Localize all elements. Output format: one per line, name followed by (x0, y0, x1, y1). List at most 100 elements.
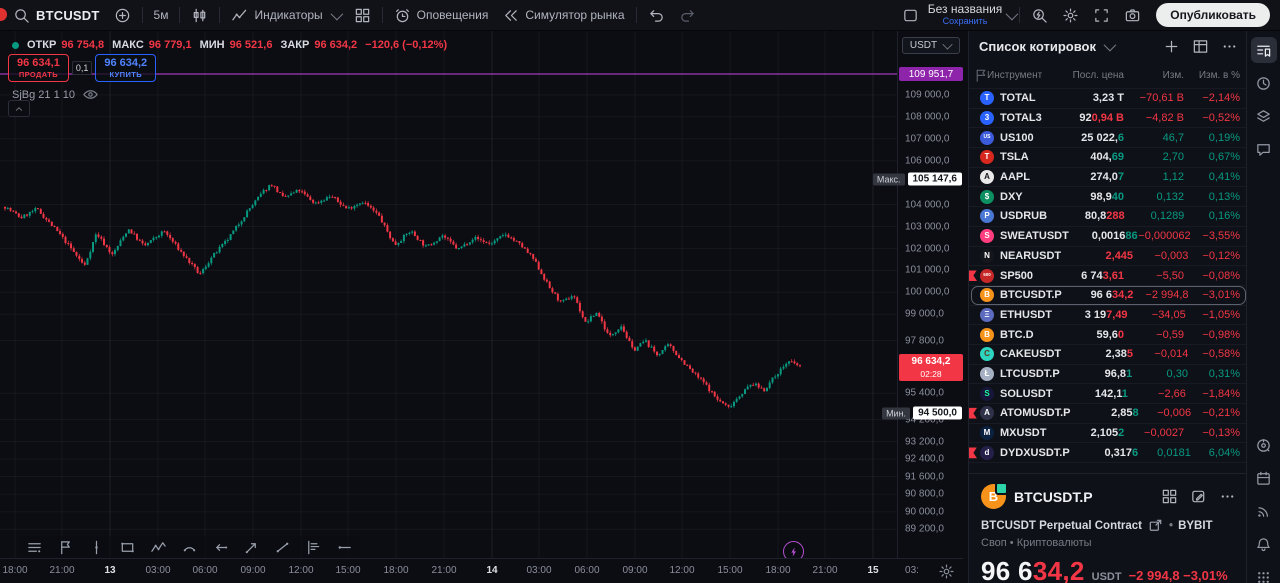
calendar-icon[interactable] (1251, 465, 1277, 491)
last-price: 3,23 T (1092, 92, 1124, 105)
time-tick: 06:00 (192, 565, 218, 576)
watchlist-row[interactable]: A AAPL 274,07 1,12 0,41% (969, 168, 1248, 188)
watchlist-row[interactable]: 3 TOTAL3 920,94 B −4,82 B −0,52% (969, 109, 1248, 129)
watchlist-row[interactable]: C CAKEUSDT 2,385 −0,014 −0,58% (969, 345, 1248, 365)
publish-button[interactable]: Опубликовать (1156, 3, 1270, 27)
layout-name-button[interactable]: Без названия Сохранить (927, 2, 1003, 26)
watchlist-menu-icon[interactable] (1221, 38, 1238, 55)
add-symbol-icon[interactable] (1163, 38, 1180, 55)
chevron-down-icon[interactable] (1005, 7, 1019, 20)
parallel-lines-tool-icon[interactable] (26, 539, 44, 557)
layout-select-button[interactable] (895, 4, 926, 27)
chart-style-button[interactable] (184, 4, 215, 27)
list-layout-icon[interactable] (1192, 38, 1209, 55)
notifications-bell-icon[interactable] (1251, 531, 1277, 557)
hotlists-target-icon[interactable] (1251, 432, 1277, 458)
apps-grid-icon[interactable] (1251, 564, 1277, 583)
symbol-description[interactable]: BTCUSDT Perpetual Contract • BYBIT (981, 517, 1236, 534)
symbol-search-button[interactable]: BTCUSDT (6, 4, 107, 27)
buy-button[interactable]: 96 634,2 КУПИТЬ (95, 54, 157, 83)
time-tick: 09:00 (622, 565, 648, 576)
detail-menu-icon[interactable] (1219, 488, 1236, 505)
compare-add-button[interactable] (107, 4, 138, 27)
flag-tool-icon[interactable] (57, 539, 75, 557)
currency-toggle[interactable]: USDT (902, 37, 960, 54)
watchlist-row[interactable]: N NEARUSDT 2,445 −0,003 −0,12% (969, 247, 1248, 267)
sell-button[interactable]: 96 634,1 ПРОДАТЬ (8, 54, 69, 83)
collapse-pane-button[interactable] (8, 100, 30, 117)
last-price: 96,81 (1104, 367, 1133, 380)
indicators-button[interactable]: Индикаторы (224, 4, 346, 27)
detail-symbol[interactable]: BTCUSDT.P (1014, 488, 1093, 505)
eye-icon[interactable] (82, 86, 99, 103)
watchlist-row[interactable]: B BTCUSDT.P 96 634,2 −2 994,8 −3,01% (969, 285, 1248, 306)
time-axis[interactable]: 18:00 21:00 13 03:00 06:00 09:00 12:00 15:00 18:… (0, 558, 963, 583)
alerts-clock-icon[interactable] (1251, 70, 1277, 96)
symbol-logo: A (980, 406, 994, 421)
watchlist-row[interactable]: Р USDRUB 80,8288 0,1289 0,16% (969, 207, 1248, 227)
horizontal-ray-tool-icon[interactable] (336, 539, 354, 557)
candles-icon (191, 7, 208, 24)
axis-settings-gear-icon[interactable] (938, 563, 955, 580)
watchlist-row[interactable]: $ DXY 98,940 0,132 0,13% (969, 187, 1248, 208)
drawing-toolbar (20, 536, 360, 560)
polyline-tool-icon[interactable] (150, 539, 168, 557)
flag-marker-icon[interactable] (969, 447, 977, 459)
watchlist-row[interactable]: S SOLUSDT 142,11 −2,66 −1,84% (969, 384, 1248, 404)
arc-tool-icon[interactable] (181, 539, 199, 557)
external-link-icon[interactable] (1147, 517, 1164, 534)
arrow-line-tool-icon[interactable] (243, 539, 261, 557)
symbol-name: SOLUSDT (1000, 387, 1053, 400)
trend-line-tool-icon[interactable] (274, 539, 292, 557)
interval-button[interactable]: 5м (153, 8, 169, 22)
flag-marker-icon[interactable] (969, 407, 977, 419)
watchlist-row[interactable]: S SWEATUSDT 0,001686 −0,000062 −3,55% (969, 227, 1248, 247)
volume-profile-tool-icon[interactable] (305, 539, 323, 557)
price-axis[interactable]: USDT 109 000,0 108 000,0 107 000,0 106 000,… (872, 30, 964, 558)
watchlist-row[interactable]: Ł LTCUSDT.P 96,81 0,30 0,31% (969, 365, 1248, 385)
layout-grid-icon[interactable] (1161, 488, 1178, 505)
watchlist-row[interactable]: M MXUSDT 2,1052 −0,0027 −0,13% (969, 424, 1248, 444)
edit-icon[interactable] (1190, 488, 1207, 505)
watchlist-title-button[interactable]: Список котировок (979, 38, 1117, 54)
snapshot-button[interactable] (1117, 4, 1148, 27)
rectangle-tool-icon[interactable] (119, 539, 137, 557)
watchlist-row[interactable]: A ATOMUSDT.P 2,858 −0,006 −0,21% (969, 404, 1248, 424)
watchlist-row[interactable]: Ξ ETHUSDT 3 197,49 −34,05 −1,05% (969, 306, 1248, 326)
chat-icon[interactable] (1251, 136, 1277, 162)
save-link[interactable]: Сохранить (942, 15, 988, 26)
undo-button[interactable] (641, 4, 672, 27)
vertical-line-tool-icon[interactable] (88, 539, 106, 557)
last-price: 920,94 B (1079, 112, 1124, 125)
symbol-logo: M (980, 426, 994, 441)
symbol-logo: B (980, 288, 994, 303)
replay-button[interactable]: Симулятор рынка (495, 4, 631, 27)
alert-button[interactable]: Оповещения (387, 4, 496, 27)
last-price: 80,8288 (1084, 210, 1125, 223)
change-value: 0,30 (1166, 367, 1188, 380)
indicator-templates-button[interactable] (347, 4, 378, 27)
quick-search-button[interactable] (1024, 4, 1055, 27)
fullscreen-button[interactable] (1086, 4, 1117, 27)
redo-button[interactable] (672, 4, 703, 27)
watchlist-icon[interactable] (1250, 37, 1277, 63)
flag-column-icon[interactable] (973, 67, 987, 84)
symbol-name: DYDXUSDT.P (1000, 446, 1070, 459)
change-percent: −0,21% (1202, 407, 1240, 420)
alert-price-label[interactable]: 109 951,7 (899, 67, 963, 81)
watchlist-row[interactable]: US US100 25 022,6 46,7 0,19% (969, 128, 1248, 149)
indicator-legend[interactable]: SjBg 21 1 10 (12, 86, 99, 103)
price-tick: 95 400,0 (905, 387, 944, 399)
watchlist-row[interactable]: T TSLA 404,69 2,70 0,67% (969, 148, 1248, 168)
layers-icon[interactable] (1251, 103, 1277, 129)
candlestick-chart[interactable] (0, 30, 897, 558)
watchlist-row[interactable]: d DYDXUSDT.P 0,3176 0,0181 6,04% (969, 443, 1248, 464)
chart-pane[interactable]: ОТКР 96 754,8 МАКС 96 779,1 МИН 96 521,6 ЗА… (0, 30, 897, 562)
streams-icon[interactable] (1251, 498, 1277, 524)
watchlist-row[interactable]: 500 SP500 6 743,61 −5,50 −0,08% (969, 266, 1248, 286)
ray-left-tool-icon[interactable] (212, 539, 230, 557)
watchlist-row[interactable]: T TOTAL 3,23 T −70,61 B −2,14% (969, 89, 1248, 109)
settings-button[interactable] (1055, 4, 1086, 27)
flag-marker-icon[interactable] (969, 270, 977, 282)
watchlist-row[interactable]: B BTC.D 59,60 −0,59 −0,98% (969, 325, 1248, 345)
